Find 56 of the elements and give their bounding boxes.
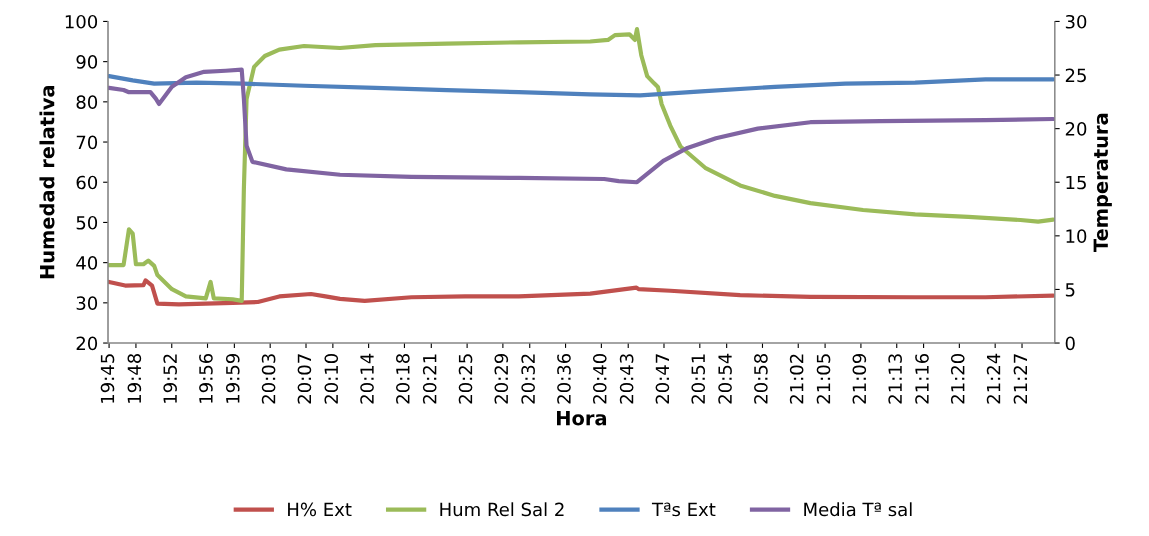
x-tick-label: 20:18 (396, 354, 410, 404)
x-tick-label: 20:14 (360, 353, 374, 404)
x-tick-label: 19:59 (225, 354, 240, 403)
x-tick-label: 21:02 (789, 354, 804, 404)
x-tick-label: 20:58 (754, 354, 768, 404)
x-tick-label: 20:40 (592, 353, 607, 404)
legend-label: Hum Rel Sal 2 (440, 502, 564, 517)
legend-label: H% Ext (288, 502, 352, 517)
y2-tick-label: 20 (1065, 122, 1087, 136)
x-tick-label: 20:54 (718, 353, 732, 404)
x-tick-label: 20:10 (324, 353, 339, 404)
x-tick-label: 20:36 (557, 353, 571, 404)
x-tick-label: 19:48 (127, 354, 142, 403)
y-axis-title: Humedad relativa (39, 85, 55, 279)
x-tick-label: 21:05 (816, 354, 831, 404)
y-tick-label: 20 (76, 336, 98, 351)
x-tick-label: 21:13 (888, 354, 902, 404)
x-tick-label: 20:25 (458, 354, 473, 404)
x-tick-label: 20:51 (691, 354, 706, 404)
y-tick-label: 40 (76, 256, 98, 270)
legend-label: Media Tª sal (804, 502, 912, 517)
y2-tick-label: 25 (1065, 68, 1086, 83)
x-tick-label: 20:03 (261, 354, 276, 404)
y-tick-label: 60 (76, 175, 98, 190)
x-axis-title: Hora (557, 410, 607, 426)
x-tick-label: 21:09 (852, 354, 867, 404)
y-tick-label: 80 (76, 95, 98, 109)
x-tick-label: 20:43 (619, 354, 634, 404)
y2-tick-label: 30 (1065, 14, 1087, 29)
line-series (108, 26, 1055, 303)
y-tick-label: 70 (76, 135, 98, 150)
x-tick-label: 20:07 (297, 354, 312, 404)
y2-axis-title: Temperatura (1093, 113, 1112, 253)
x-tick-label: 20:32 (521, 354, 535, 404)
x-tick-label: 20:47 (655, 354, 670, 404)
y2-tick-label: 15 (1066, 175, 1086, 190)
y-tick-label: 90 (76, 55, 98, 69)
y-tick-label: 100 (65, 14, 98, 29)
x-tick-label: 20:21 (422, 354, 437, 404)
y2-tick-label: 5 (1065, 283, 1075, 297)
x-tick-label: 21:24 (986, 353, 1001, 404)
x-tick-label: 20:29 (494, 354, 509, 404)
x-tick-label: 21:16 (915, 353, 929, 404)
x-tick-label: 19:52 (163, 354, 177, 403)
y2-tick-label: 10 (1066, 229, 1087, 243)
line-series (108, 278, 1055, 307)
x-tick-label: 21:27 (1013, 354, 1028, 404)
line-series (108, 67, 1055, 185)
legend-label: Tªs Ext (651, 502, 716, 517)
x-tick-label: 21:20 (950, 353, 965, 404)
y2-tick-label: 0 (1065, 336, 1075, 351)
x-tick-label: 19:45 (100, 354, 115, 403)
x-tick-label: 19:56 (199, 353, 213, 403)
line-series (108, 74, 1055, 98)
y-tick-label: 30 (76, 296, 98, 310)
y-tick-label: 50 (76, 215, 98, 230)
